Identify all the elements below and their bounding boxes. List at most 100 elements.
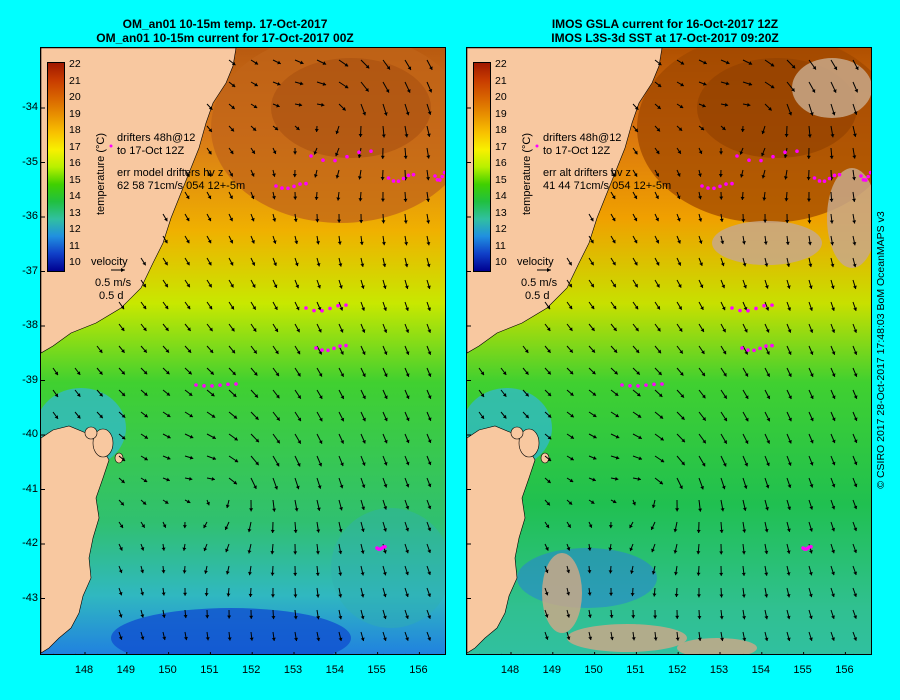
velocity-arrowhead (830, 241, 835, 246)
velocity-arrowhead (322, 82, 327, 86)
drifter-track (795, 149, 799, 154)
drifter-track (445, 170, 446, 174)
velocity-arrow (163, 653, 164, 654)
cold-patch (111, 608, 351, 654)
velocity-arrowhead (253, 104, 258, 109)
velocity-arrowhead (719, 594, 724, 598)
velocity-arrowhead (701, 372, 705, 377)
velocity-arrowhead (809, 439, 814, 444)
velocity-legend: velocity 0.5 m/s 0.5 d (91, 256, 131, 303)
cloud-mask (677, 638, 757, 654)
velocity-arrowhead (721, 126, 726, 130)
velocity-arrowhead (613, 327, 617, 331)
velocity-arrowhead (362, 373, 366, 377)
colorbar-tick: 10 (69, 256, 81, 268)
velocity-arrowhead (833, 66, 838, 70)
velocity-arrowhead (853, 593, 858, 597)
velocity-arrowhead (831, 461, 836, 466)
velocity-arrowhead (254, 82, 258, 87)
drifter-track (333, 158, 337, 163)
velocity-arrowhead (658, 393, 663, 397)
velocity-arrowhead (234, 458, 239, 463)
velocity-arrowhead (229, 195, 233, 199)
velocity-arrowhead (166, 477, 170, 482)
velocity-arrowhead (206, 501, 210, 506)
velocity-scale-arrowhead (547, 268, 551, 272)
velocity-arrowhead (317, 284, 321, 289)
velocity-arrowhead (248, 571, 252, 576)
velocity-arrowhead (340, 351, 344, 355)
velocity-arrowhead (809, 329, 814, 333)
colorbar-label: temperature (°C) (521, 132, 533, 216)
colorbar-tick: 12 (69, 223, 81, 235)
velocity-arrowhead (720, 637, 725, 642)
velocity-arrowhead (189, 476, 193, 481)
velocity-arrowhead (766, 351, 770, 355)
velocity-arrowhead (316, 637, 321, 642)
velocity-arrowhead (340, 462, 344, 467)
velocity-arrowhead (763, 241, 768, 245)
velocity-arrowhead (788, 111, 793, 116)
velocity-arrowhead (719, 196, 724, 200)
velocity-arrowhead (674, 593, 679, 597)
velocity-arrowhead (657, 105, 661, 110)
velocity-arrowhead (318, 440, 323, 444)
velocity-arrowhead (142, 501, 147, 505)
velocity-arrowhead (808, 593, 813, 598)
drifter-track (746, 348, 750, 352)
velocity-arrowhead (786, 572, 791, 576)
island (92, 428, 114, 458)
velocity-arrowhead (141, 524, 145, 528)
velocity-arrowhead (161, 547, 166, 551)
velocity-arrowhead (678, 328, 683, 332)
velocity-arrowhead (724, 102, 729, 107)
velocity-arrowhead (227, 637, 232, 641)
velocity-arrowhead (362, 417, 366, 422)
velocity-arrowhead (166, 392, 170, 396)
velocity-arrowhead (339, 506, 343, 511)
velocity-label: velocity (517, 256, 554, 268)
velocity-arrowhead (204, 570, 208, 574)
velocity-arrowhead (426, 220, 431, 224)
velocity-arrow (633, 653, 634, 654)
velocity-arrowhead (210, 392, 215, 397)
velocity-arrowhead (591, 370, 596, 375)
island (510, 426, 524, 440)
velocity-arrowhead (785, 220, 790, 224)
velocity-arrowhead (570, 456, 574, 461)
velocity-arrowhead (166, 456, 171, 460)
velocity-arrowhead (293, 616, 298, 620)
velocity-arrowhead (229, 172, 233, 177)
drifter-track (859, 174, 863, 178)
colorbar-tick: 18 (69, 124, 81, 136)
drifter-track (226, 382, 230, 387)
velocity-arrow (677, 653, 678, 654)
longitude-tick: 150 (584, 664, 603, 676)
velocity-arrowhead (658, 371, 662, 376)
velocity-arrowhead (809, 461, 814, 466)
drifter-track (724, 182, 728, 186)
velocity-arrowhead (611, 217, 616, 222)
velocity-arrowhead (744, 373, 749, 377)
velocity-arrowhead (405, 111, 410, 116)
velocity-arrowhead (144, 456, 148, 461)
velocity-arrowhead (742, 529, 747, 533)
velocity-arrowhead (765, 307, 770, 311)
velocity-arrowhead (208, 283, 212, 288)
velocity-arrowhead (660, 458, 665, 463)
velocity-arrowhead (338, 285, 343, 289)
velocity-arrowhead (788, 417, 792, 422)
velocity-arrowhead (405, 637, 409, 641)
velocity-arrowhead (229, 261, 234, 266)
velocity-arrowhead (739, 151, 744, 155)
velocity-arrowhead (569, 349, 573, 353)
velocity-arrowhead (275, 372, 279, 377)
velocity-arrowhead (502, 371, 507, 375)
velocity-arrowhead (203, 524, 207, 529)
velocity-arrowhead (853, 111, 858, 115)
velocity-arrowhead (653, 637, 658, 641)
velocity-arrowhead (121, 349, 125, 353)
velocity-arrowhead (340, 373, 344, 377)
velocity-arrowhead (54, 371, 58, 376)
drifter-track (312, 308, 316, 313)
